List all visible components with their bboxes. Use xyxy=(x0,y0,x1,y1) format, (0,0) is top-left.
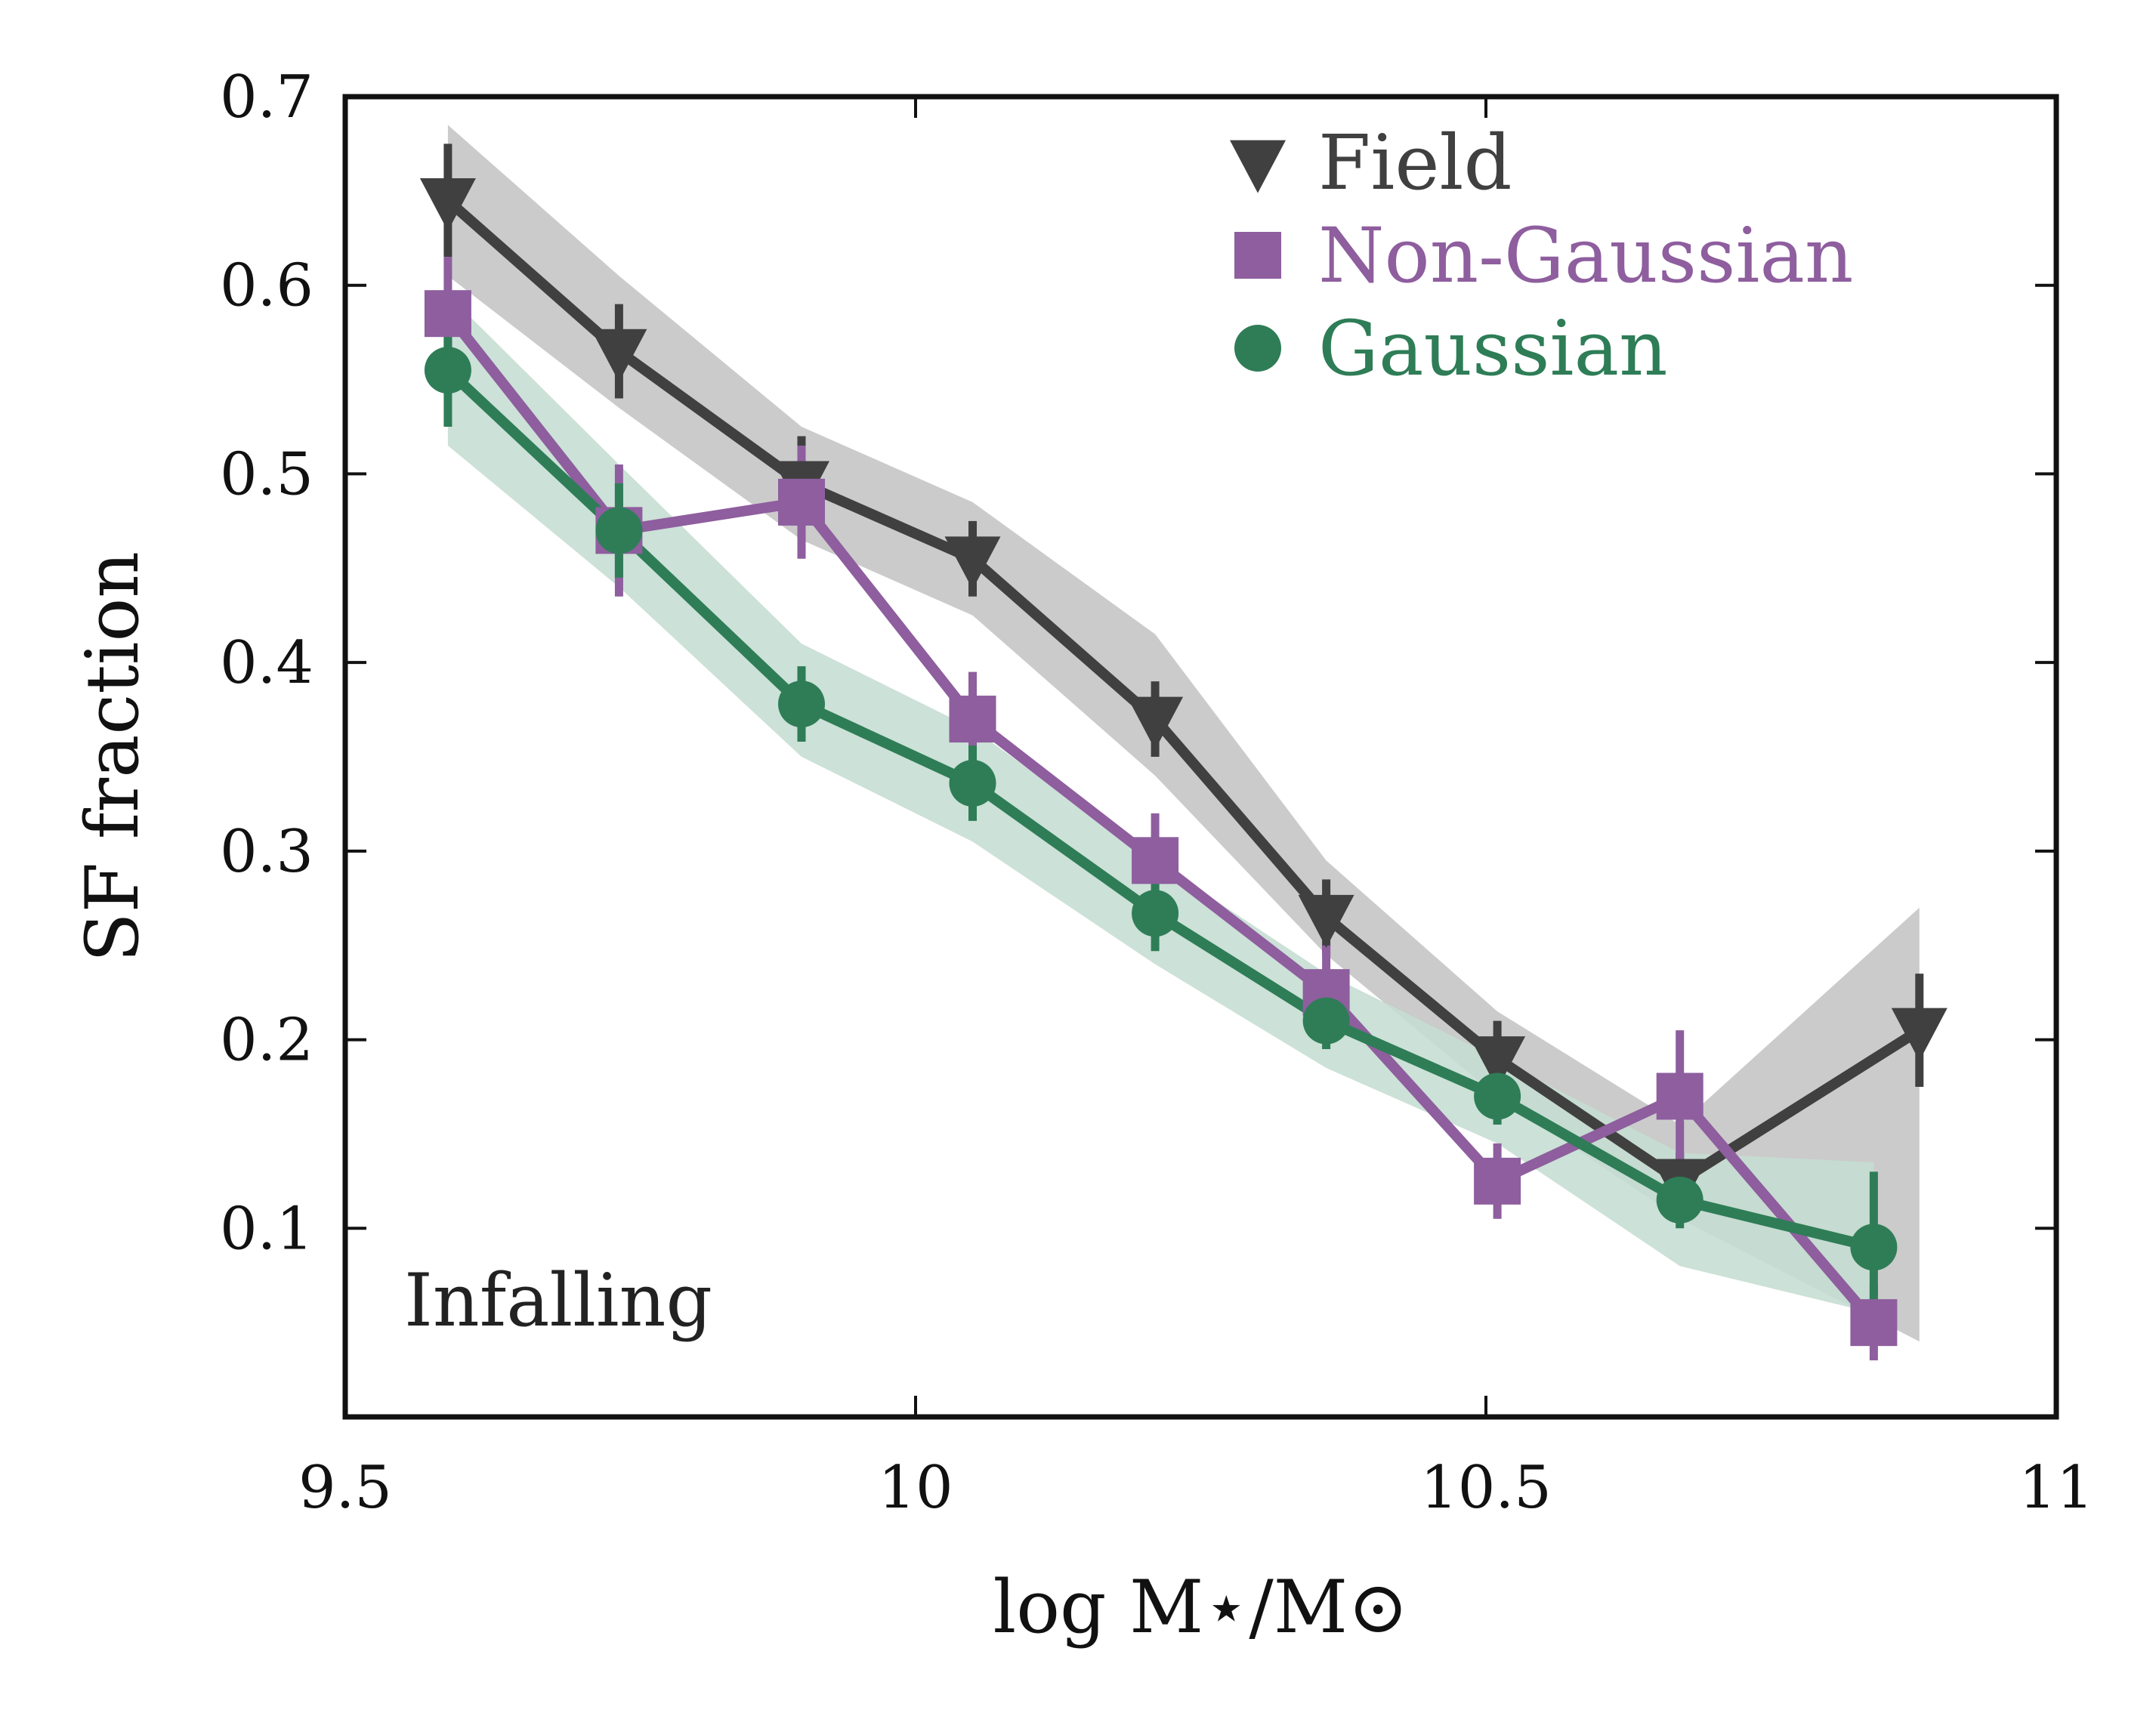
y-tick-label: 0.5 xyxy=(220,440,314,508)
y-tick-label: 0.2 xyxy=(220,1007,314,1075)
legend-label-non-gaussian: Non-Gaussian xyxy=(1318,211,1853,300)
legend-marker-field xyxy=(1230,140,1286,193)
tick-labels: 9.5 10 10.5 11 0.1 0.2 0.3 0.4 0.5 0.6 0.7 xyxy=(220,63,2094,1522)
band-field xyxy=(447,125,1920,1342)
marker-field xyxy=(1298,894,1354,948)
marker-non-gaussian xyxy=(778,478,825,526)
x-tick-label: 10.5 xyxy=(1420,1454,1552,1522)
marker-non-gaussian xyxy=(424,290,471,338)
marker-field xyxy=(944,536,1001,590)
marker-non-gaussian xyxy=(1656,1072,1703,1120)
marker-field xyxy=(591,329,647,382)
marker-gaussian xyxy=(424,347,471,394)
marker-gaussian xyxy=(1656,1176,1703,1224)
marker-non-gaussian xyxy=(1132,837,1179,884)
marker-non-gaussian xyxy=(1474,1157,1521,1205)
y-tick-label: 0.6 xyxy=(220,252,314,320)
marker-gaussian xyxy=(1850,1224,1898,1271)
marker-gaussian xyxy=(778,681,825,728)
plot-frame xyxy=(342,94,2059,1420)
y-tick-label: 0.1 xyxy=(220,1195,314,1263)
marker-gaussian xyxy=(595,507,643,554)
legend-marker-non-gaussian xyxy=(1234,232,1281,279)
series-markers xyxy=(419,177,1948,1347)
y-tick-label: 0.3 xyxy=(220,818,314,886)
legend-label-field: Field xyxy=(1318,119,1512,207)
marker-field xyxy=(1127,696,1184,750)
x-axis-label: log M⋆/M⊙ xyxy=(993,1565,1409,1650)
marker-field xyxy=(1891,1008,1948,1061)
marker-gaussian xyxy=(1474,1072,1521,1120)
panel-annotation: Infalling xyxy=(404,1258,712,1343)
y-tick-label: 0.4 xyxy=(220,629,314,697)
y-tick-label: 0.7 xyxy=(220,63,314,131)
marker-gaussian xyxy=(1132,890,1179,937)
x-tick-label: 11 xyxy=(2019,1454,2093,1522)
y-axis-label: SF fraction xyxy=(70,551,155,962)
legend-label-gaussian: Gaussian xyxy=(1318,304,1668,393)
marker-field xyxy=(1469,1036,1526,1090)
marker-gaussian xyxy=(1302,997,1350,1045)
legend-marker-gaussian xyxy=(1234,325,1281,372)
marker-field xyxy=(419,177,476,231)
marker-non-gaussian xyxy=(1850,1299,1898,1347)
x-tick-label: 10 xyxy=(878,1454,953,1522)
marker-non-gaussian xyxy=(949,696,996,743)
marker-gaussian xyxy=(949,759,996,807)
x-tick-label: 9.5 xyxy=(298,1454,392,1522)
axis-ticks xyxy=(344,95,2058,1417)
